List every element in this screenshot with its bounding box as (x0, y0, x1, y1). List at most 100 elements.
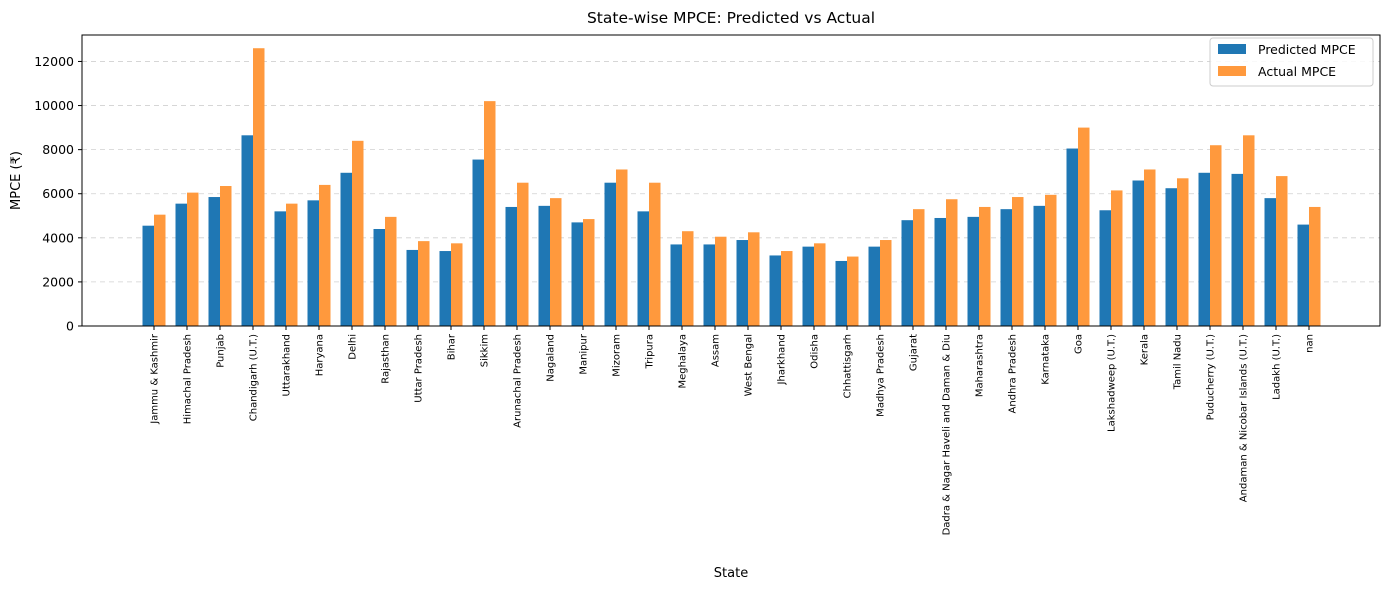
x-tick-label: Gujarat (909, 334, 920, 371)
bar-predicted (967, 216, 979, 326)
bar-predicted (1297, 224, 1309, 326)
bar-predicted (1099, 210, 1111, 326)
x-tick-label: Manipur (579, 333, 590, 375)
bar-predicted (274, 211, 286, 326)
bar-predicted (1165, 188, 1177, 326)
bar-actual (319, 184, 331, 326)
x-tick-label: Lakshadweep (U.T.) (1107, 334, 1118, 432)
legend: Predicted MPCE Actual MPCE (1209, 37, 1374, 87)
bar-actual (385, 216, 397, 326)
bar-actual (1243, 135, 1255, 326)
bar-actual (286, 203, 298, 326)
bar-actual (418, 241, 430, 326)
x-tick-label: Puducherry (U.T.) (1206, 334, 1217, 421)
x-axis-title: State (714, 566, 748, 581)
chart-title: State-wise MPCE: Predicted vs Actual (587, 9, 875, 27)
bar-predicted (835, 260, 847, 326)
bar-actual (220, 186, 232, 326)
legend-swatch-predicted (1218, 44, 1246, 54)
bar-actual (748, 232, 760, 326)
bar-actual (946, 199, 958, 326)
bar-predicted (901, 220, 913, 326)
bar-actual (682, 231, 694, 326)
x-tick-label: Chandigarh (U.T.) (249, 334, 260, 421)
bar-predicted (769, 255, 781, 326)
x-tick-label: Haryana (315, 334, 326, 376)
x-tick-label: Delhi (348, 334, 359, 360)
bar-actual (1210, 145, 1222, 326)
x-tick-label: Madhya Pradesh (876, 334, 887, 417)
x-axis: Jammu & Kashmir Himachal Pradesh Punjab Cha… (150, 326, 1316, 535)
bar-actual (847, 256, 859, 326)
bar-predicted (340, 172, 352, 326)
bar-predicted (142, 225, 154, 326)
y-tick-label: 6000 (42, 186, 74, 201)
bar-predicted (1000, 209, 1012, 326)
bar-predicted (538, 205, 550, 326)
bar-predicted (1198, 172, 1210, 326)
bar-predicted (736, 240, 748, 326)
bar-predicted (934, 217, 946, 326)
bar-predicted (571, 222, 583, 326)
bar-actual (253, 48, 265, 327)
x-tick-label: Karnataka (1041, 334, 1052, 385)
gridlines (82, 61, 1380, 327)
bar-predicted (307, 200, 319, 326)
x-tick-label: Tripura (645, 334, 656, 369)
bar-predicted (637, 211, 649, 326)
x-tick-label: Nagaland (546, 334, 557, 382)
x-tick-label: Punjab (216, 334, 227, 368)
x-tick-label: Chhattisgarh (843, 334, 854, 398)
bar-actual (781, 251, 793, 326)
bar-predicted (802, 246, 814, 326)
bar-actual (187, 192, 199, 326)
x-tick-label: Meghalaya (678, 334, 689, 389)
x-tick-label: Bihar (447, 333, 458, 360)
bar-actual (352, 140, 364, 326)
bar-predicted (208, 197, 220, 326)
x-tick-label: Jharkhand (777, 334, 788, 385)
y-tick-label: 10000 (34, 98, 74, 113)
bar-predicted (1033, 205, 1045, 326)
bar-predicted (406, 249, 418, 326)
y-tick-label: 12000 (34, 54, 74, 69)
x-tick-label: nan (1305, 334, 1316, 353)
bar-actual (484, 101, 496, 327)
bar-predicted (703, 244, 715, 326)
bar-actual (979, 206, 991, 326)
bar-actual (1045, 194, 1057, 326)
bar-predicted (604, 182, 616, 326)
bar-predicted (175, 203, 187, 326)
y-tick-label: 0 (66, 319, 74, 334)
bar-predicted (505, 206, 517, 326)
x-tick-label: Arunachal Pradesh (513, 334, 524, 428)
bar-predicted (670, 244, 682, 326)
bar-predicted (868, 246, 880, 326)
bar-predicted (1132, 180, 1144, 326)
plot-frame (81, 34, 1381, 327)
x-tick-label: Sikkim (480, 334, 491, 367)
bar-actual (1276, 176, 1288, 326)
bar-predicted (1066, 148, 1078, 326)
bars (142, 48, 1321, 327)
x-tick-label: Jammu & Kashmir (150, 333, 161, 425)
y-axis: 0 2000 4000 6000 8000 10000 12000 (34, 54, 82, 334)
bar-actual (1078, 127, 1090, 326)
bar-predicted (241, 135, 253, 326)
x-tick-label: Tamil Nadu (1173, 334, 1184, 390)
legend-swatch-actual (1218, 66, 1246, 76)
x-tick-label: Dadra & Nagar Haveli and Daman & Diu (942, 334, 953, 535)
bar-actual (814, 243, 826, 326)
x-tick-label: Andhra Pradesh (1008, 334, 1019, 413)
bar-actual (1111, 190, 1123, 326)
bar-actual (550, 198, 562, 326)
bar-predicted (472, 159, 484, 326)
bar-actual (1012, 197, 1024, 326)
bar-actual (517, 182, 529, 326)
bar-actual (880, 240, 892, 326)
x-tick-label: Goa (1074, 334, 1085, 354)
bar-actual (583, 219, 595, 326)
bar-actual (715, 236, 727, 326)
